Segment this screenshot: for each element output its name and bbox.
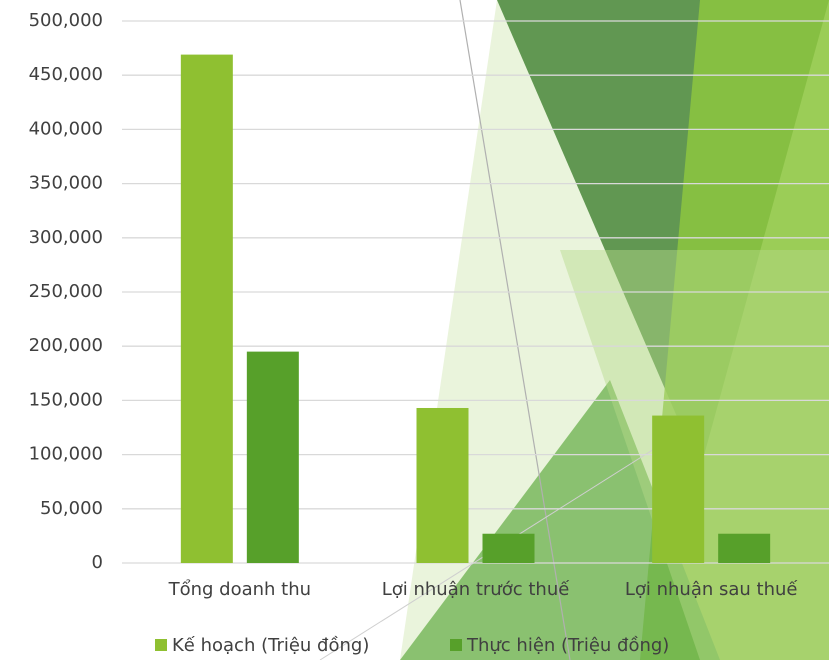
y-tick-label: 250,000 bbox=[29, 281, 103, 302]
y-tick-label: 450,000 bbox=[29, 64, 103, 85]
legend-swatch bbox=[155, 639, 167, 651]
legend-label: Kế hoạch (Triệu đồng) bbox=[172, 635, 369, 656]
y-tick-label: 400,000 bbox=[29, 118, 103, 139]
y-tick-label: 500,000 bbox=[29, 10, 103, 31]
y-tick-label: 300,000 bbox=[29, 227, 103, 248]
y-tick-label: 350,000 bbox=[29, 173, 103, 194]
x-tick-label: Lợi nhuận trước thuế bbox=[382, 579, 571, 600]
bar bbox=[247, 352, 299, 563]
y-tick-label: 100,000 bbox=[29, 444, 103, 465]
bar bbox=[181, 55, 233, 563]
bar bbox=[652, 416, 704, 563]
legend-label: Thực hiện (Triệu đồng) bbox=[466, 635, 669, 656]
y-tick-label: 0 bbox=[92, 552, 103, 573]
y-tick-label: 150,000 bbox=[29, 389, 103, 410]
y-tick-label: 200,000 bbox=[29, 335, 103, 356]
x-tick-label: Lợi nhuận sau thuế bbox=[625, 579, 799, 600]
x-tick-label: Tổng doanh thu bbox=[168, 579, 311, 600]
bar bbox=[718, 534, 770, 563]
y-tick-label: 50,000 bbox=[40, 498, 103, 519]
bar bbox=[483, 534, 535, 563]
chart: 0 50,000 100,000 150,000 200,000 250,000 300,0… bbox=[0, 0, 829, 660]
bar bbox=[417, 408, 469, 563]
legend-swatch bbox=[450, 639, 462, 651]
